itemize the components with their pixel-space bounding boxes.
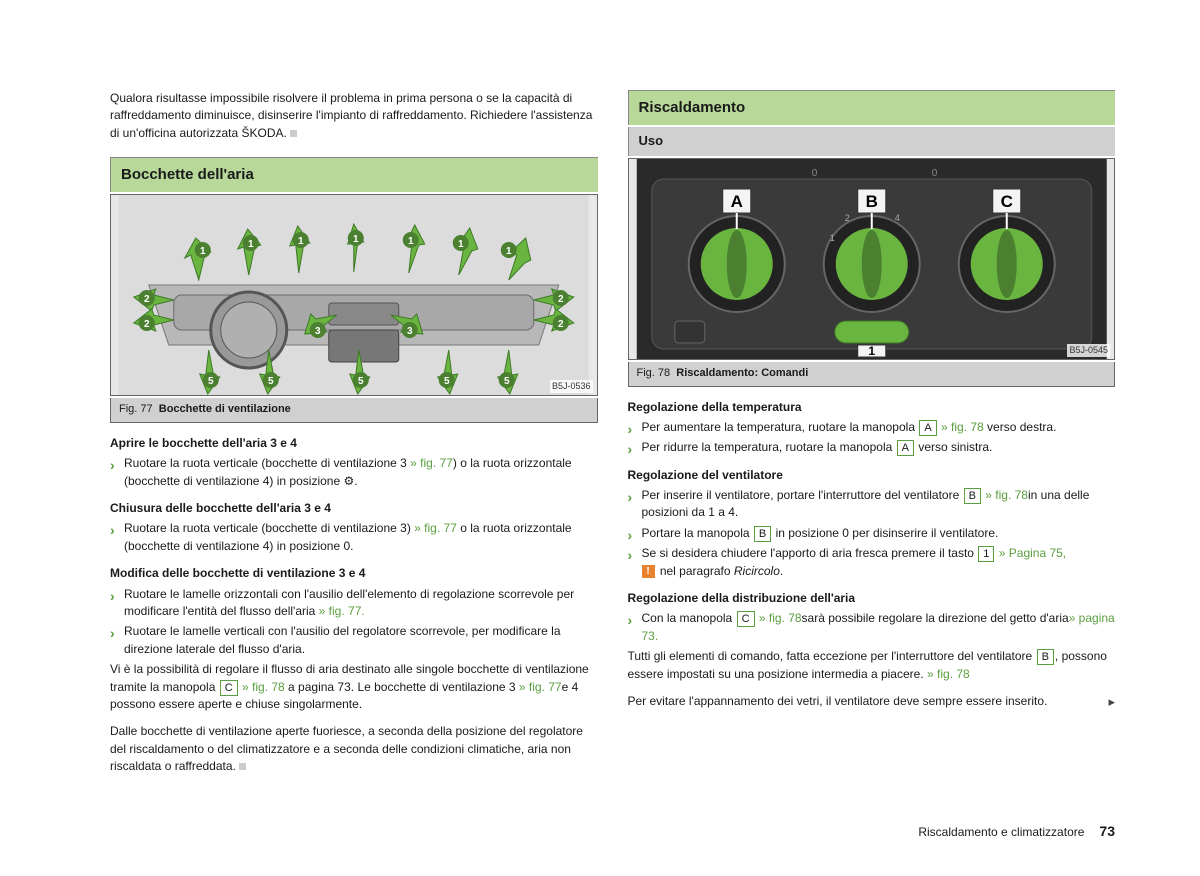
svg-text:1: 1 xyxy=(353,234,359,245)
left-column: Qualora risultasse impossibile risolvere… xyxy=(110,90,598,786)
fig-code: B5J-0545 xyxy=(1067,344,1110,357)
svg-text:5: 5 xyxy=(504,376,510,387)
para-elementi: Tutti gli elementi di comando, fatta ecc… xyxy=(628,648,1116,683)
svg-text:2: 2 xyxy=(844,213,849,223)
page-footer: Riscaldamento e climatizzatore73 xyxy=(918,821,1115,841)
list-modifica: Ruotare le lamelle orizzontali con l'aus… xyxy=(110,586,598,659)
fig77-caption: Fig. 77 Bocchette di ventilazione xyxy=(110,398,598,423)
svg-text:1: 1 xyxy=(298,236,304,247)
svg-text:3: 3 xyxy=(315,326,321,337)
svg-text:3: 3 xyxy=(407,326,413,337)
fig-code: B5J-0536 xyxy=(550,380,593,393)
svg-text:B: B xyxy=(865,192,877,211)
svg-text:2: 2 xyxy=(144,319,150,330)
svg-text:1: 1 xyxy=(458,239,464,250)
figure-78: 0 0 12 34 xyxy=(628,158,1116,360)
svg-text:4: 4 xyxy=(894,213,899,223)
list-aprire: Ruotare la ruota verticale (bocchette di… xyxy=(110,455,598,490)
heating-controls-diagram: 0 0 12 34 xyxy=(629,159,1115,359)
para-manopola: Vi è la possibilità di regolare il fluss… xyxy=(110,661,598,713)
sub-temp: Regolazione della temperatura xyxy=(628,399,1116,416)
svg-text:1: 1 xyxy=(506,246,512,257)
svg-text:2: 2 xyxy=(558,319,564,330)
svg-text:1: 1 xyxy=(868,344,875,358)
list-vent: Per inserire il ventilatore, portare l'i… xyxy=(628,487,1116,580)
intro-text: Qualora risultasse impossibile risolvere… xyxy=(110,90,598,142)
list-temp: Per aumentare la temperatura, ruotare la… xyxy=(628,419,1116,457)
subsection-uso: Uso xyxy=(628,127,1116,156)
svg-text:0: 0 xyxy=(811,168,817,179)
svg-text:C: C xyxy=(1000,192,1012,211)
svg-text:1: 1 xyxy=(200,246,206,257)
svg-text:5: 5 xyxy=(268,376,274,387)
svg-text:2: 2 xyxy=(144,294,150,305)
svg-text:5: 5 xyxy=(444,376,450,387)
svg-text:1: 1 xyxy=(248,239,254,250)
sub-modifica: Modifica delle bocchette di ventilazione… xyxy=(110,565,598,582)
warning-icon: ! xyxy=(642,565,655,578)
right-column: Riscaldamento Uso 0 0 xyxy=(628,90,1116,786)
svg-text:5: 5 xyxy=(208,376,214,387)
svg-text:5: 5 xyxy=(358,376,364,387)
svg-text:A: A xyxy=(730,192,742,211)
svg-text:1: 1 xyxy=(829,233,834,243)
svg-text:1: 1 xyxy=(408,236,414,247)
sub-chiusura: Chiusura delle bocchette dell'aria 3 e 4 xyxy=(110,500,598,517)
section-bocchette: Bocchette dell'aria xyxy=(110,157,598,192)
para-aperte: Dalle bocchette di ventilazione aperte f… xyxy=(110,723,598,775)
sub-vent: Regolazione del ventilatore xyxy=(628,467,1116,484)
figure-77: 1 1 1 1 1 1 1 2 2 2 2 3 3 5 5 5 5 xyxy=(110,194,598,396)
list-chiusura: Ruotare la ruota verticale (bocchette di… xyxy=(110,520,598,555)
svg-text:0: 0 xyxy=(931,168,937,179)
para-appannamento: Per evitare l'appannamento dei vetri, il… xyxy=(628,693,1116,710)
continue-icon: ▸ xyxy=(1108,693,1115,712)
svg-text:2: 2 xyxy=(558,294,564,305)
fig78-caption: Fig. 78 Riscaldamento: Comandi xyxy=(628,362,1116,387)
sub-dist: Regolazione della distribuzione dell'ari… xyxy=(628,590,1116,607)
dashboard-diagram: 1 1 1 1 1 1 1 2 2 2 2 3 3 5 5 5 5 xyxy=(111,195,597,395)
sub-aprire: Aprire le bocchette dell'aria 3 e 4 xyxy=(110,435,598,452)
list-dist: Con la manopola C » fig. 78sarà possibil… xyxy=(628,610,1116,645)
section-riscaldamento: Riscaldamento xyxy=(628,90,1116,125)
